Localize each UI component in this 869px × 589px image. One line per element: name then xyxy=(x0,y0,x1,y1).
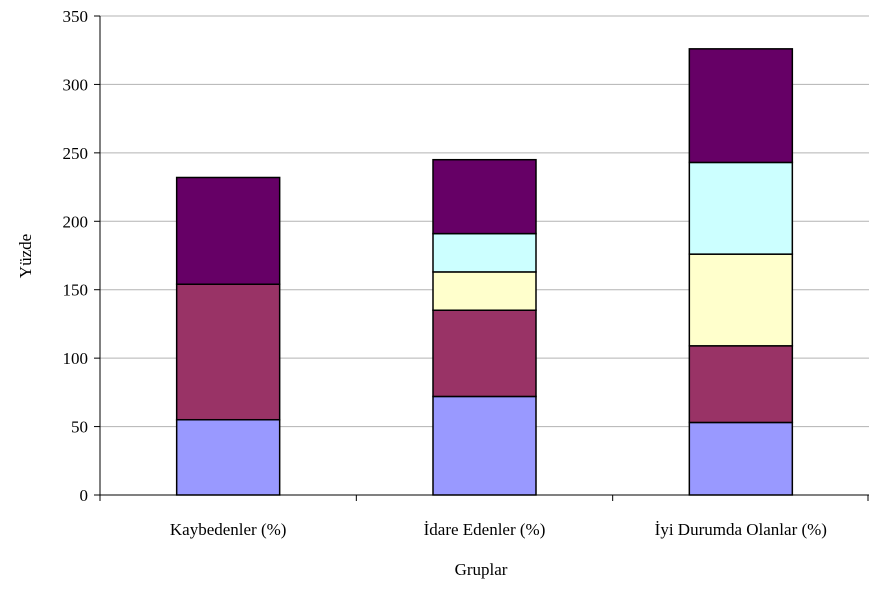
y-tick-label-300: 300 xyxy=(63,75,89,94)
bar-2-segment-0 xyxy=(688,421,794,496)
x-tick-labels: Kaybedenler (%) İdare Edenler (%) İyi Duru… xyxy=(170,520,827,539)
bar-0-segment-1 xyxy=(175,283,281,421)
y-tick-label-0: 0 xyxy=(80,486,89,505)
bar-2-segment-2 xyxy=(688,253,794,347)
bar-1-segment-3 xyxy=(432,232,537,273)
y-tick-label-350: 350 xyxy=(63,7,89,26)
y-tick-label-200: 200 xyxy=(63,212,89,231)
y-tick-label-150: 150 xyxy=(63,281,89,300)
y-tick-label-100: 100 xyxy=(63,349,89,368)
bar-1-segment-4 xyxy=(432,158,537,235)
bar-2-segment-1 xyxy=(688,345,794,424)
bars xyxy=(175,48,794,496)
y-tick-labels: 0 50 100 150 200 250 300 350 xyxy=(63,7,89,505)
y-axis-label: Yüzde xyxy=(16,234,35,278)
bar-0-segment-0 xyxy=(175,418,281,496)
x-tick-label-0: Kaybedenler (%) xyxy=(170,520,287,539)
x-tick-label-1: İdare Edenler (%) xyxy=(424,520,546,539)
bar-1-segment-0 xyxy=(432,395,537,496)
bar-1-segment-2 xyxy=(432,271,537,311)
y-tick-label-250: 250 xyxy=(63,144,89,163)
x-tick-label-2: İyi Durumda Olanlar (%) xyxy=(655,520,827,539)
axes xyxy=(94,15,869,501)
bar-2-segment-4 xyxy=(688,48,794,164)
bar-1-segment-1 xyxy=(432,309,537,398)
bar-0-segment-4 xyxy=(175,176,281,285)
y-tick-label-50: 50 xyxy=(71,418,88,437)
bar-2-segment-3 xyxy=(688,161,794,255)
x-axis-label: Gruplar xyxy=(455,560,508,579)
